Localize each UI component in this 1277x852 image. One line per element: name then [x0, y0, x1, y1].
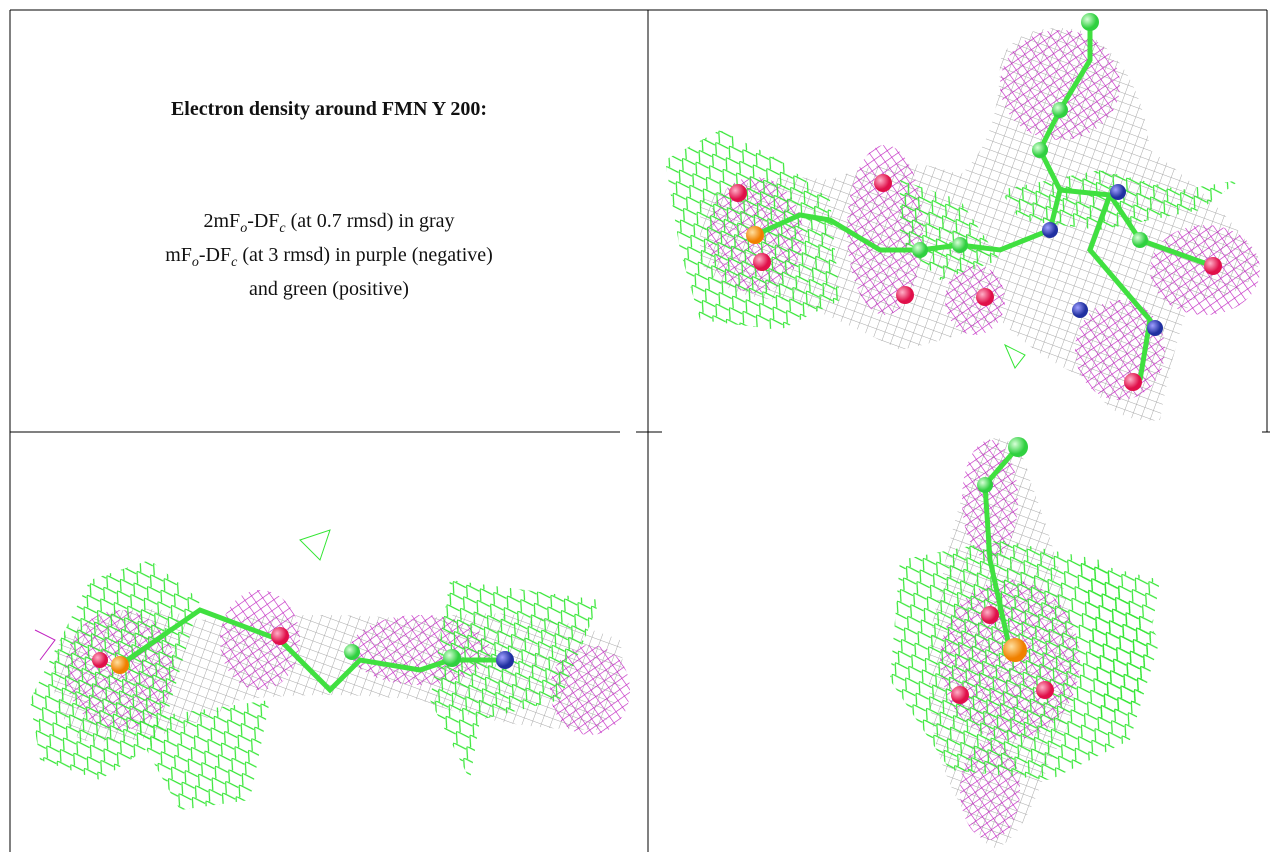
density-view-side-shape — [443, 649, 461, 667]
density-view-top-shape — [945, 265, 1005, 335]
subscript: c — [279, 221, 286, 236]
density-view-top-shape — [1000, 30, 1120, 140]
density-view-top — [665, 13, 1260, 421]
density-view-top-shape — [753, 253, 771, 271]
density-view-side-shape — [344, 644, 360, 660]
text-run: -DF — [198, 244, 232, 266]
caption-line: 2mFo-DFc (at 0.7 rmsd) in gray — [10, 208, 648, 242]
subscript: o — [191, 255, 199, 270]
density-view-end-shape-shape — [982, 445, 1020, 651]
density-view-top-shape — [746, 226, 764, 244]
text-run: (at 0.7 rmsd) in gray — [285, 210, 455, 232]
table-rules — [9, 9, 1270, 852]
density-view-end-shape — [1080, 560, 1160, 720]
density-view-end-shape — [1036, 681, 1054, 699]
density-view-top-shape — [1132, 232, 1148, 248]
density-view-side-shape — [130, 700, 270, 810]
density-view-end-shape — [977, 477, 993, 493]
density-view-side-shape — [430, 580, 600, 780]
density-view-side-shape — [34, 629, 56, 661]
density-view-top-shape — [912, 242, 928, 258]
density-view-end-shape — [1003, 638, 1027, 662]
density-view-top-shape — [1052, 102, 1068, 118]
caption-line: mFo-DFc (at 3 rmsd) in purple (negative) — [10, 242, 648, 276]
density-view-top-shape-shape — [1087, 194, 1153, 381]
density-view-end — [890, 437, 1160, 849]
density-view-side-shape — [92, 652, 108, 668]
density-view-top-shape — [896, 286, 914, 304]
text-run: and green (positive) — [249, 278, 409, 300]
text-run: mF — [165, 244, 192, 266]
density-view-top-shape — [1075, 300, 1165, 400]
density-view-top-shape — [1003, 343, 1026, 369]
density-view-side-shape — [496, 651, 514, 669]
text-run: 2mF — [203, 210, 241, 232]
density-view-end-shape — [951, 686, 969, 704]
text-run: (at 3 rmsd) in purple (negative) — [237, 244, 493, 266]
caption-line: and green (positive) — [10, 276, 648, 303]
density-view-end-shape — [982, 445, 1020, 651]
density-view-top-shape — [729, 184, 747, 202]
density-view-side-shape — [220, 590, 300, 690]
caption-title: Electron density around FMN Y 200: — [170, 98, 488, 120]
density-view-top-shape — [1204, 257, 1222, 275]
density-view-side-shape — [299, 529, 331, 561]
density-view-top-shape — [1042, 222, 1058, 238]
density-view-side-shape — [271, 627, 289, 645]
density-view-end-shape — [962, 440, 1018, 560]
caption-lines: 2mFo-DFc (at 0.7 rmsd) in gray mFo-DFc (a… — [10, 208, 648, 303]
density-view-top-shape — [874, 174, 892, 192]
subscript: c — [231, 255, 238, 270]
density-view-top-shape-shape — [1059, 187, 1211, 268]
text-run: -DF — [247, 210, 280, 232]
density-view-top-shape — [952, 237, 968, 253]
density-view-side-shape — [111, 656, 129, 674]
density-view-end-shape — [981, 606, 999, 624]
density-view-top-shape — [1110, 184, 1126, 200]
subscript: o — [240, 221, 248, 236]
density-view-top-shape — [1081, 13, 1099, 31]
density-view-top-shape — [1124, 373, 1142, 391]
density-view-top-shape — [1147, 320, 1163, 336]
density-view-top-shape — [976, 288, 994, 306]
density-view-top-shape — [1032, 142, 1048, 158]
density-view-top-shape — [1072, 302, 1088, 318]
density-view-end-shape — [1008, 437, 1028, 457]
density-view-side — [30, 529, 630, 810]
